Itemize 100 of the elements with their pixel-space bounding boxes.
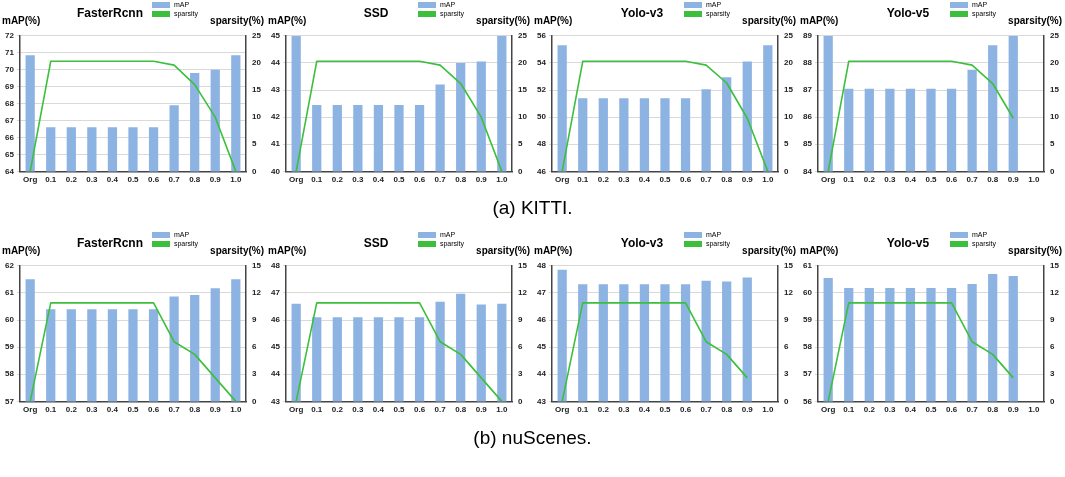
y2-tick-label: 0 bbox=[518, 166, 524, 176]
y-tick-label: 60 bbox=[802, 288, 813, 298]
x-tick-label: 0.2 bbox=[597, 175, 610, 185]
y2-tick-label: 3 bbox=[252, 369, 258, 379]
y-tick-label: 44 bbox=[270, 369, 281, 379]
x-tick-label: 0.6 bbox=[946, 405, 958, 415]
x-tick-label: 0.1 bbox=[577, 175, 589, 185]
x-tick-label: 0.8 bbox=[189, 405, 201, 415]
x-tick-label: Org bbox=[555, 175, 570, 185]
y-tick-label: 64 bbox=[4, 166, 15, 176]
y-tick-label: 45 bbox=[270, 31, 281, 40]
y2-tick-label: 0 bbox=[784, 396, 790, 406]
x-tick-label: Org bbox=[23, 405, 38, 415]
y2-tick-label: 10 bbox=[252, 112, 262, 122]
x-tick-label: 0.1 bbox=[45, 175, 57, 185]
y2-tick-label: 12 bbox=[518, 288, 528, 298]
x-tick-label: 0.7 bbox=[434, 175, 447, 185]
x-tick-label: 0.6 bbox=[414, 405, 426, 415]
x-tick-label: 0.1 bbox=[843, 405, 855, 415]
y-axis-title: mAP(%) bbox=[534, 15, 573, 26]
y2-axis-title: sparsity(%) bbox=[1008, 245, 1062, 256]
x-tick-label: 0.7 bbox=[168, 175, 181, 185]
y-tick-label: 50 bbox=[536, 112, 547, 122]
y2-tick-label: 5 bbox=[518, 139, 524, 149]
y2-tick-label: 15 bbox=[252, 85, 262, 95]
y-tick-label: 48 bbox=[536, 139, 547, 149]
y2-tick-label: 12 bbox=[784, 288, 794, 298]
chart-title: SSD bbox=[362, 6, 390, 20]
x-tick-label: 0.1 bbox=[843, 175, 855, 185]
x-tick-label: 0.8 bbox=[987, 175, 999, 185]
y2-tick-label: 25 bbox=[1050, 31, 1060, 40]
x-tick-label: 0.9 bbox=[475, 175, 488, 185]
x-tick-label: Org bbox=[821, 175, 836, 185]
chart-title: Yolo-v5 bbox=[885, 6, 931, 20]
text: (a) KITTI. bbox=[491, 196, 574, 220]
y2-tick-label: 5 bbox=[1050, 139, 1056, 149]
y2-tick-label: 0 bbox=[1050, 166, 1056, 176]
y-tick-label: 45 bbox=[270, 342, 281, 352]
y2-axis-title: sparsity(%) bbox=[210, 245, 264, 256]
y-tick-label: 46 bbox=[270, 315, 281, 325]
y-tick-label: 60 bbox=[4, 315, 15, 325]
y-tick-label: 47 bbox=[270, 288, 281, 298]
y-tick-label: 62 bbox=[4, 261, 15, 270]
y2-tick-label: 15 bbox=[1050, 85, 1060, 95]
x-tick-label: 0.4 bbox=[904, 405, 917, 415]
y-tick-label: 56 bbox=[536, 31, 547, 40]
x-tick-label: 0.8 bbox=[189, 175, 201, 185]
x-tick-label: 0.6 bbox=[414, 175, 426, 185]
x-tick-label: 0.6 bbox=[680, 405, 692, 415]
chart-title: Yolo-v3 bbox=[619, 6, 665, 20]
y-tick-label: 44 bbox=[536, 369, 547, 379]
y2-axis-title: sparsity(%) bbox=[476, 15, 530, 26]
y2-tick-label: 10 bbox=[518, 112, 528, 122]
x-tick-label: 0.2 bbox=[863, 175, 876, 185]
x-tick-label: 1.0 bbox=[496, 175, 508, 185]
y2-tick-label: 0 bbox=[252, 396, 258, 406]
x-tick-label: 1.0 bbox=[1028, 175, 1040, 185]
y-axis-title: mAP(%) bbox=[534, 245, 573, 256]
x-tick-label: 0.8 bbox=[455, 405, 467, 415]
x-tick-label: 0.3 bbox=[884, 405, 896, 415]
x-tick-label: 0.6 bbox=[680, 175, 692, 185]
y2-tick-label: 9 bbox=[518, 315, 524, 325]
x-tick-label: 0.9 bbox=[475, 405, 488, 415]
x-tick-label: 0.1 bbox=[311, 175, 323, 185]
x-tick-label: Org bbox=[23, 175, 38, 185]
y-tick-label: 57 bbox=[4, 396, 15, 406]
x-tick-label: 0.4 bbox=[638, 175, 651, 185]
y2-tick-label: 20 bbox=[252, 58, 262, 68]
y-axis-title: mAP(%) bbox=[800, 15, 839, 26]
y-tick-label: 48 bbox=[270, 261, 281, 270]
y-tick-label: 44 bbox=[270, 58, 281, 68]
x-tick-label: 0.2 bbox=[65, 405, 78, 415]
x-tick-label: 1.0 bbox=[762, 175, 774, 185]
x-tick-label: 0.4 bbox=[106, 175, 119, 185]
x-tick-label: 0.2 bbox=[597, 405, 610, 415]
y-tick-label: 54 bbox=[536, 58, 547, 68]
y-tick-label: 46 bbox=[536, 166, 547, 176]
x-tick-label: 0.5 bbox=[393, 175, 406, 185]
x-tick-label: 0.7 bbox=[966, 405, 979, 415]
x-tick-label: 0.5 bbox=[659, 405, 672, 415]
x-tick-label: 0.7 bbox=[168, 405, 181, 415]
x-tick-label: 0.1 bbox=[45, 405, 57, 415]
y-tick-label: 87 bbox=[802, 85, 813, 95]
y2-tick-label: 12 bbox=[252, 288, 262, 298]
x-tick-label: Org bbox=[555, 405, 570, 415]
y-tick-label: 84 bbox=[802, 166, 813, 176]
x-tick-label: 0.2 bbox=[331, 175, 344, 185]
y2-tick-label: 5 bbox=[252, 139, 258, 149]
y2-tick-label: 3 bbox=[518, 369, 524, 379]
y-tick-label: 43 bbox=[536, 396, 547, 406]
y-tick-label: 43 bbox=[270, 85, 281, 95]
x-tick-label: 0.4 bbox=[904, 175, 917, 185]
x-tick-label: 0.3 bbox=[352, 405, 364, 415]
x-tick-label: 0.6 bbox=[946, 175, 958, 185]
y2-tick-label: 15 bbox=[784, 85, 794, 95]
y-tick-label: 71 bbox=[4, 47, 15, 57]
y2-tick-label: 6 bbox=[1050, 342, 1056, 352]
x-tick-label: 0.9 bbox=[209, 175, 222, 185]
x-tick-label: 0.9 bbox=[741, 405, 754, 415]
x-tick-label: 0.8 bbox=[721, 405, 733, 415]
